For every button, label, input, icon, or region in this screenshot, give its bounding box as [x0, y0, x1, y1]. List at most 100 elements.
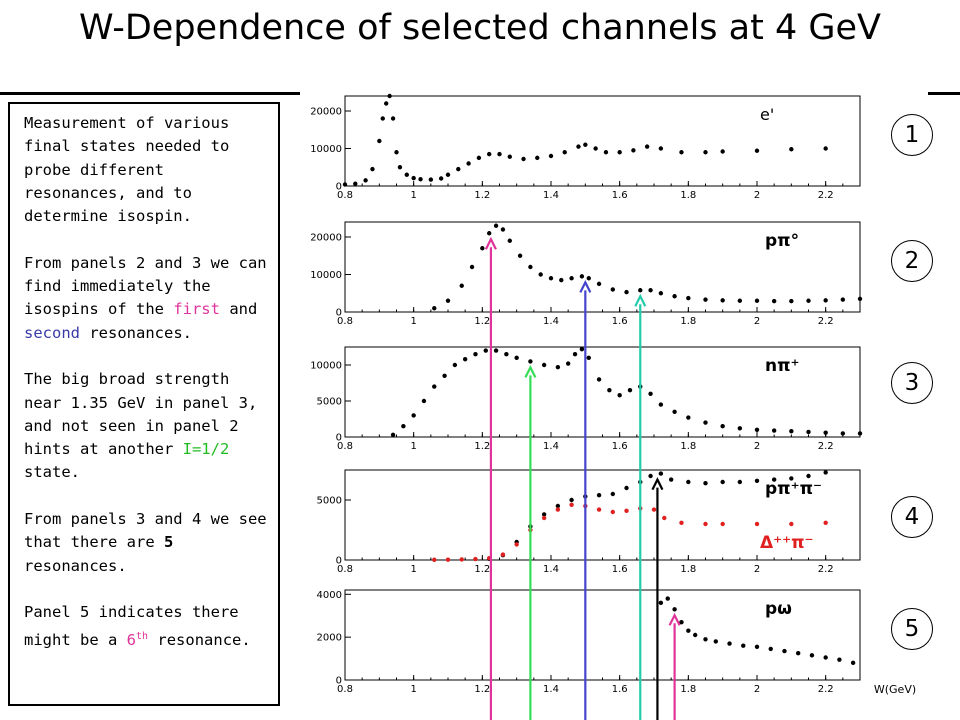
panel-2-point-s0 — [586, 276, 591, 281]
panel-5-xtick-label: 0.8 — [337, 684, 353, 695]
panel-4-point-s0 — [771, 477, 777, 482]
panel-4-point-s0 — [823, 470, 828, 475]
panel-3-channel-label: nπ⁺ — [765, 356, 800, 376]
panel-1-point-s0 — [823, 146, 828, 151]
panel-3-xtick-label: 1.4 — [543, 441, 559, 452]
panel-2-point-s0 — [459, 283, 464, 288]
panel-5-point-s0 — [741, 643, 746, 648]
panel-1-point-s0 — [466, 161, 471, 166]
panel-3-point-s0 — [421, 398, 427, 404]
panel-4-point-s1 — [473, 556, 478, 562]
panel-4-point-s1 — [789, 521, 794, 527]
panel-5-point-s0 — [658, 600, 664, 606]
panel-1-point-s0 — [631, 148, 636, 153]
first-highlight: first — [173, 300, 220, 319]
panel-5-point-s0 — [796, 651, 801, 656]
panel-5-ytick-label: 2000 — [317, 633, 342, 644]
panel-3-point-s0 — [648, 391, 653, 396]
panel-1-xtick-label: 0.8 — [337, 190, 353, 201]
panel-1-xtick-label: 1.2 — [474, 190, 490, 201]
panel-3-xtick-label: 1.6 — [612, 441, 628, 452]
panel-1-xtick-label: 1.8 — [680, 190, 696, 201]
panel-2-point-s0 — [658, 291, 664, 296]
panel-4-point-s0 — [555, 503, 561, 509]
isospin-highlight: I=1/2 — [182, 440, 230, 459]
panel-2-xtick-label: 1.8 — [680, 316, 696, 327]
panel-4-point-s1 — [500, 552, 506, 557]
panel-2-point-s0 — [857, 296, 863, 302]
panel-3-xtick-label: 1.2 — [474, 441, 490, 452]
panel-4-point-s1 — [651, 507, 657, 512]
panel-5-ytick-label: 0 — [336, 676, 342, 687]
explanation-box: Measurement of various final states need… — [8, 102, 280, 706]
panel-5-point-s0 — [679, 619, 684, 625]
panel-1-point-s0 — [548, 153, 554, 159]
panel-1-xtick-label: 2 — [754, 190, 760, 201]
panel-1-point-s0 — [593, 146, 598, 151]
panel-2-point-s0 — [487, 231, 492, 236]
panel-3-point-s0 — [806, 429, 811, 435]
panel-4-xtick-label: 2 — [754, 564, 760, 575]
panel-3-point-s0 — [658, 402, 664, 407]
panel-3-point-s0 — [442, 373, 447, 378]
panel-2-point-s0 — [638, 288, 643, 293]
panel-4-point-s0 — [648, 473, 653, 479]
panel-2-point-s0 — [596, 281, 602, 287]
page-title: W-Dependence of selected channels at 4 G… — [79, 8, 881, 48]
panel-3-xtick-label: 1.8 — [680, 441, 696, 452]
panel-1-point-s0 — [384, 101, 389, 106]
panel-1-point-s0 — [353, 181, 358, 186]
paragraph-3: The big broad strength near 1.35 GeV in … — [24, 370, 258, 482]
panel-3-point-s0 — [504, 352, 509, 357]
paragraph-4: From panels 3 and 4 we see that there ar… — [24, 510, 267, 575]
panel-2-point-s0 — [672, 294, 677, 299]
panel-1-point-s0 — [617, 150, 622, 155]
arrow-4-head — [634, 293, 647, 307]
panel-3-point-s0 — [737, 426, 743, 431]
panel-2-point-s0 — [720, 298, 725, 303]
panel-4-point-s1 — [624, 508, 629, 513]
panel-5-point-s0 — [665, 596, 670, 601]
panel-4-point-s0 — [806, 473, 811, 479]
panel-4-point-s1 — [610, 509, 615, 515]
arrow-3-head — [579, 279, 592, 293]
panel-2-point-s0 — [771, 298, 777, 304]
panel-4-point-s1 — [514, 542, 519, 547]
panel-3-point-s0 — [401, 424, 406, 429]
panel-5-xtick-label: 1 — [410, 684, 416, 695]
panel-3-point-s0 — [754, 427, 760, 432]
panel-3-point-s0 — [473, 352, 478, 357]
panel-1-ytick-label: 20000 — [310, 107, 342, 118]
panel-3-point-s0 — [857, 431, 863, 436]
panel-1-point-s0 — [370, 166, 375, 172]
panel-5-xtick-label: 2 — [754, 684, 760, 695]
panel-4-point-s0 — [658, 471, 664, 476]
panel-3-ytick-label: 10000 — [310, 361, 342, 372]
panel-1-point-s0 — [679, 150, 684, 155]
panel-1-point-s0 — [521, 156, 526, 162]
panel-4-point-s0 — [720, 479, 725, 485]
panel-3-point-s0 — [483, 348, 488, 353]
panel-2-point-s0 — [517, 253, 523, 258]
panel-1-point-s0 — [387, 93, 392, 99]
panel-1-point-s0 — [535, 155, 540, 161]
panel-4-point-s1 — [720, 521, 725, 527]
panel-1-point-s0 — [476, 155, 482, 161]
panel-5-point-s0 — [809, 653, 815, 658]
paragraph-1: Measurement of various final states need… — [24, 114, 230, 226]
panel-number-2: 2 — [891, 240, 933, 282]
panel-1-point-s0 — [583, 142, 588, 147]
panel-4-point-s0 — [754, 478, 760, 483]
panel-1-point-s0 — [456, 166, 461, 172]
panel-1-point-s0 — [404, 172, 409, 177]
panel-2-xtick-label: 0.8 — [337, 316, 353, 327]
panel-3-xtick-label: 2 — [754, 441, 760, 452]
panel-2-point-s0 — [493, 223, 499, 228]
panel-5-xtick-label: 1.8 — [680, 684, 696, 695]
panel-3-point-s0 — [452, 362, 458, 368]
panel-1-point-s0 — [497, 151, 502, 157]
panel-3-xtick-label: 0.8 — [337, 441, 353, 452]
panel-5-xtick-label: 1.6 — [612, 684, 628, 695]
panel-3-point-s0 — [579, 346, 585, 352]
